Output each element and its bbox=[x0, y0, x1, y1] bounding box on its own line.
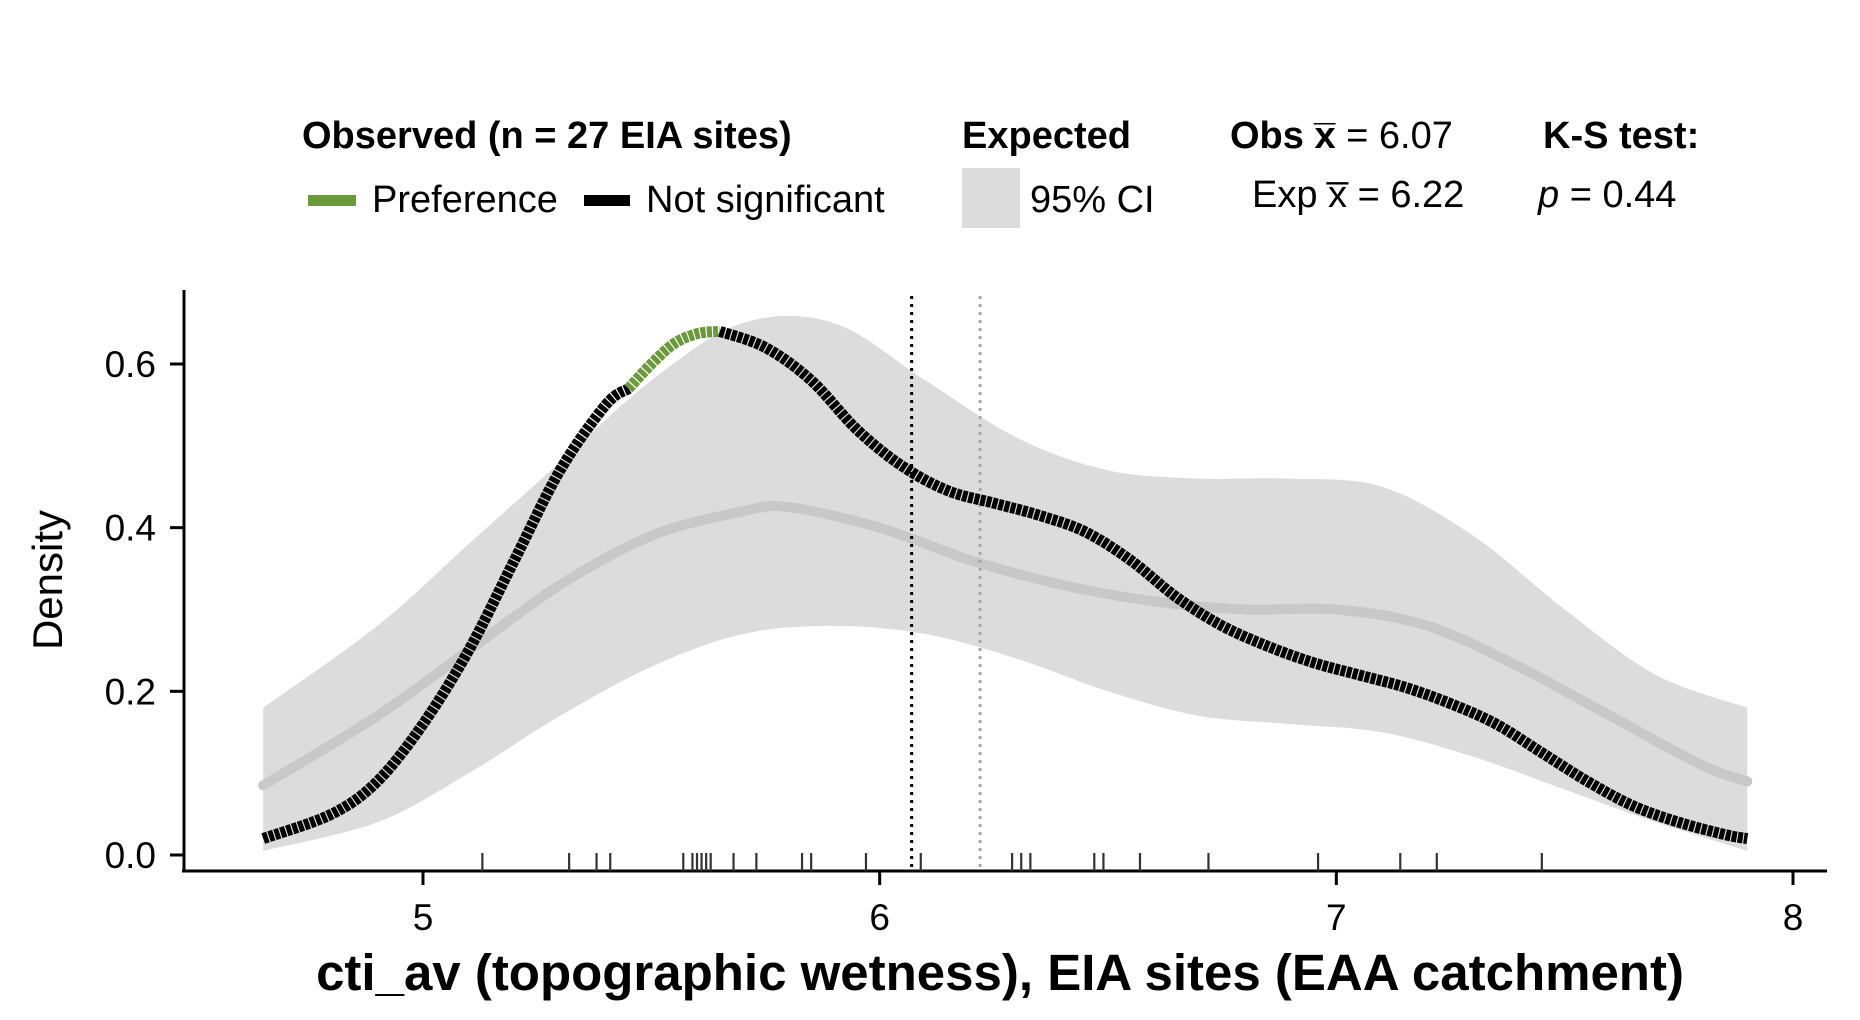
expected-line bbox=[258, 501, 1753, 791]
y-tick-label-0.6: 0.6 bbox=[105, 344, 156, 385]
legend-ks-title: K-S test: bbox=[1543, 115, 1700, 157]
x-tick-label-8: 8 bbox=[1783, 897, 1804, 938]
y-tick-label-0.2: 0.2 bbox=[105, 671, 156, 712]
x-tick-label-7: 7 bbox=[1326, 897, 1347, 938]
y-tick-label-0.4: 0.4 bbox=[105, 508, 156, 549]
ci-band bbox=[263, 315, 1748, 851]
observed-line-not-significant-1 bbox=[261, 383, 632, 844]
y-tick-label-0.0: 0.0 bbox=[105, 835, 156, 876]
observed-line-not-significant-3 bbox=[717, 326, 1749, 845]
legend-obs-mean: Obs x̅ = 6.07 bbox=[1230, 115, 1453, 157]
observed-line-preference bbox=[624, 325, 721, 393]
legend-ks-p: p = 0.44 bbox=[1538, 174, 1677, 216]
legend-ci-swatch bbox=[962, 168, 1020, 228]
legend-not-significant-label: Not significant bbox=[646, 179, 885, 221]
x-tick-label-6: 6 bbox=[869, 897, 890, 938]
legend-ci-label: 95% CI bbox=[1030, 179, 1155, 221]
x-tick-label-5: 5 bbox=[413, 897, 434, 938]
legend-exp-mean: Exp x̅ = 6.22 bbox=[1252, 174, 1465, 216]
y-axis-label: Density bbox=[24, 510, 71, 650]
legend-preference-label: Preference bbox=[372, 179, 558, 221]
legend-not-significant-swatch bbox=[584, 195, 630, 206]
legend-expected-title: Expected bbox=[962, 115, 1131, 157]
legend-preference-swatch bbox=[308, 195, 356, 206]
legend-observed-title: Observed (n = 27 EIA sites) bbox=[302, 115, 792, 157]
x-axis-label: cti_av (topographic wetness), EIA sites … bbox=[316, 944, 1684, 1001]
